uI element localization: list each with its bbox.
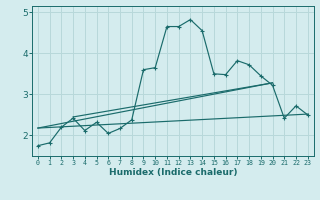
X-axis label: Humidex (Indice chaleur): Humidex (Indice chaleur) [108, 168, 237, 177]
